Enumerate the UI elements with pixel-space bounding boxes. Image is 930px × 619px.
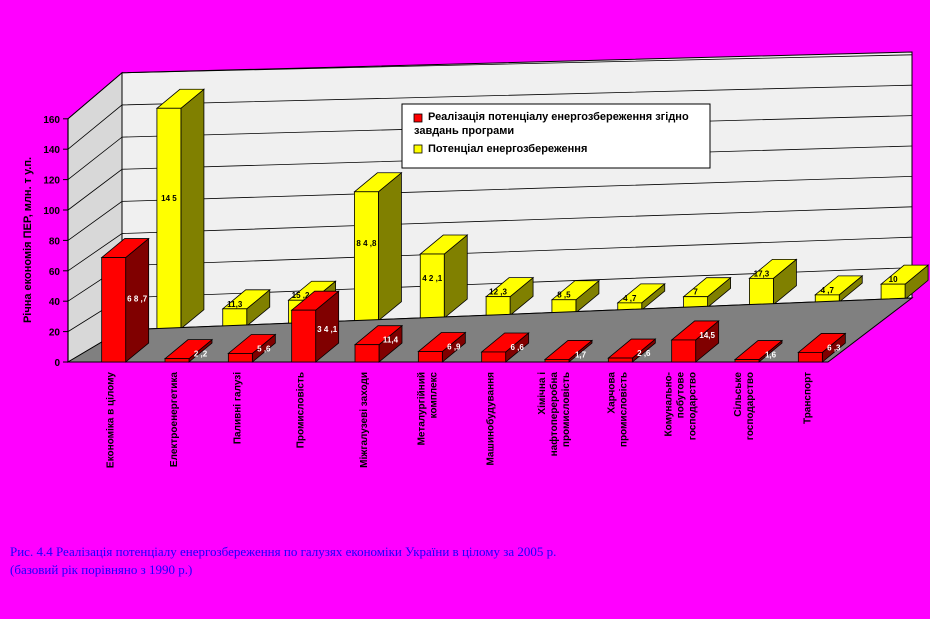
- data-label: 6 ,9: [447, 343, 461, 352]
- legend-swatch-yellow: [413, 144, 423, 154]
- red-bar: [734, 359, 760, 363]
- series-back: 14 5 11,3 15 ,2 8 4 ,8 4 2 ,1 12 ,3 8 ,5 4 ,7 7 1…: [155, 88, 930, 330]
- data-label: 6 8 ,7: [127, 294, 148, 303]
- yellow-bar-side: [180, 88, 205, 330]
- data-label: 2 ,2: [194, 350, 208, 359]
- category-label: Транспорт: [802, 372, 813, 424]
- red-bar: [671, 339, 697, 363]
- legend-swatch-red: [413, 113, 423, 123]
- gridline: [67, 176, 913, 241]
- legend-label-red: Реалізація потенціалу енергозбереження з…: [414, 111, 692, 137]
- data-label: 4 ,7: [623, 294, 637, 303]
- data-label: 14,5: [699, 331, 715, 340]
- yellow-bar-side: [378, 171, 402, 322]
- y-tick-label: 40: [49, 297, 61, 308]
- data-label: 6 ,3: [827, 343, 841, 352]
- data-label: 1,6: [765, 351, 777, 360]
- category-label: Машинобудування: [485, 372, 497, 466]
- y-tick-label: 80: [49, 236, 61, 247]
- y-tick-label: 0: [54, 358, 60, 369]
- series-front: 6 8 ,7 2 ,2 5 ,6 3 4 ,1 11,4 6 ,9 6 ,6 1,7 2 ,6 1…: [100, 237, 847, 363]
- yellow-bar: [683, 296, 708, 308]
- category-label: Сільськегосподарство: [733, 372, 756, 441]
- yellow-bar: [156, 107, 182, 330]
- legend-label-yellow: Потенціал енергозбереження: [428, 143, 587, 155]
- caption-line-2: (базовий рік порівняно з 1990 р.): [10, 562, 193, 577]
- category-label: Паливні галузі: [232, 372, 243, 444]
- yellow-bar: [419, 253, 445, 319]
- x-axis-categories: Економіка в цілому Електроенергетика Палив…: [106, 372, 814, 469]
- data-label: 4 ,7: [821, 286, 835, 295]
- caption-line-1: Рис. 4.4 Реалізація потенціалу енергозбе…: [10, 544, 557, 559]
- data-label: 5 ,6: [257, 344, 271, 353]
- y-tick-label: 160: [43, 115, 60, 126]
- yellow-bar: [749, 277, 774, 306]
- category-label: Електроенергетика: [169, 372, 180, 467]
- red-bar: [291, 309, 317, 363]
- red-bar: [101, 257, 127, 363]
- red-bar: [544, 359, 570, 363]
- red-bar: [607, 357, 633, 363]
- data-label: 14 5: [161, 194, 177, 203]
- data-label: 12 ,3: [489, 288, 507, 297]
- y-tick-label: 120: [43, 176, 60, 187]
- y-axis-label: Річна економія ПЕР, млн. т у.п.: [22, 157, 34, 323]
- legend-box: [401, 103, 711, 169]
- red-bar: [227, 353, 253, 363]
- yellow-bar: [354, 191, 379, 322]
- red-bar: [164, 358, 190, 363]
- figure-caption: Рис. 4.4 Реалізація потенціалу енергозбе…: [10, 543, 910, 579]
- category-label: Металургійнийкомплекс: [416, 372, 439, 446]
- gridline: [67, 206, 913, 272]
- y-axis: 0 20 40 60 80 100 120 140 160: [43, 115, 69, 369]
- data-label: 3 4 ,1: [317, 325, 338, 334]
- data-label: 11,4: [383, 336, 399, 345]
- yellow-bar: [485, 296, 511, 316]
- data-label: 11,3: [227, 300, 243, 309]
- category-label: Економіка в цілому: [106, 372, 117, 469]
- data-label: 8 ,5: [557, 291, 571, 300]
- legend: Реалізація потенціалу енергозбереження з…: [401, 103, 711, 169]
- gridline: [67, 84, 913, 150]
- category-label: Хімічна інафтопереробнапромисловість: [537, 372, 572, 457]
- data-label: 2 ,6: [637, 349, 651, 358]
- y-tick-label: 140: [43, 145, 60, 156]
- data-label: 17,3: [754, 269, 770, 278]
- data-label: 8 4 ,8: [356, 239, 377, 248]
- category-label: Промисловість: [296, 372, 307, 448]
- y-tick-label: 20: [49, 328, 61, 339]
- data-label: 15 ,2: [292, 291, 310, 300]
- category-label: Харчовапромисловість: [606, 372, 629, 448]
- data-label: 4 2 ,1: [422, 274, 443, 283]
- category-label: Міжгалузеві заходи: [359, 372, 370, 468]
- data-label: 6 ,6: [510, 343, 524, 352]
- red-bar: [417, 351, 443, 363]
- data-label: 10: [889, 275, 898, 284]
- y-tick-label: 100: [43, 206, 60, 217]
- data-label: 7: [693, 288, 698, 297]
- category-label: Комунально-побутовегосподарство: [664, 372, 699, 441]
- yellow-bar: [880, 283, 906, 300]
- yellow-bar: [551, 299, 577, 314]
- red-bar: [354, 344, 380, 363]
- red-bar: [481, 351, 507, 363]
- yellow-bar: [222, 308, 248, 327]
- gridline: [67, 54, 913, 120]
- data-label: 1,7: [575, 350, 587, 359]
- red-bar: [797, 352, 823, 363]
- y-tick-label: 60: [49, 267, 61, 278]
